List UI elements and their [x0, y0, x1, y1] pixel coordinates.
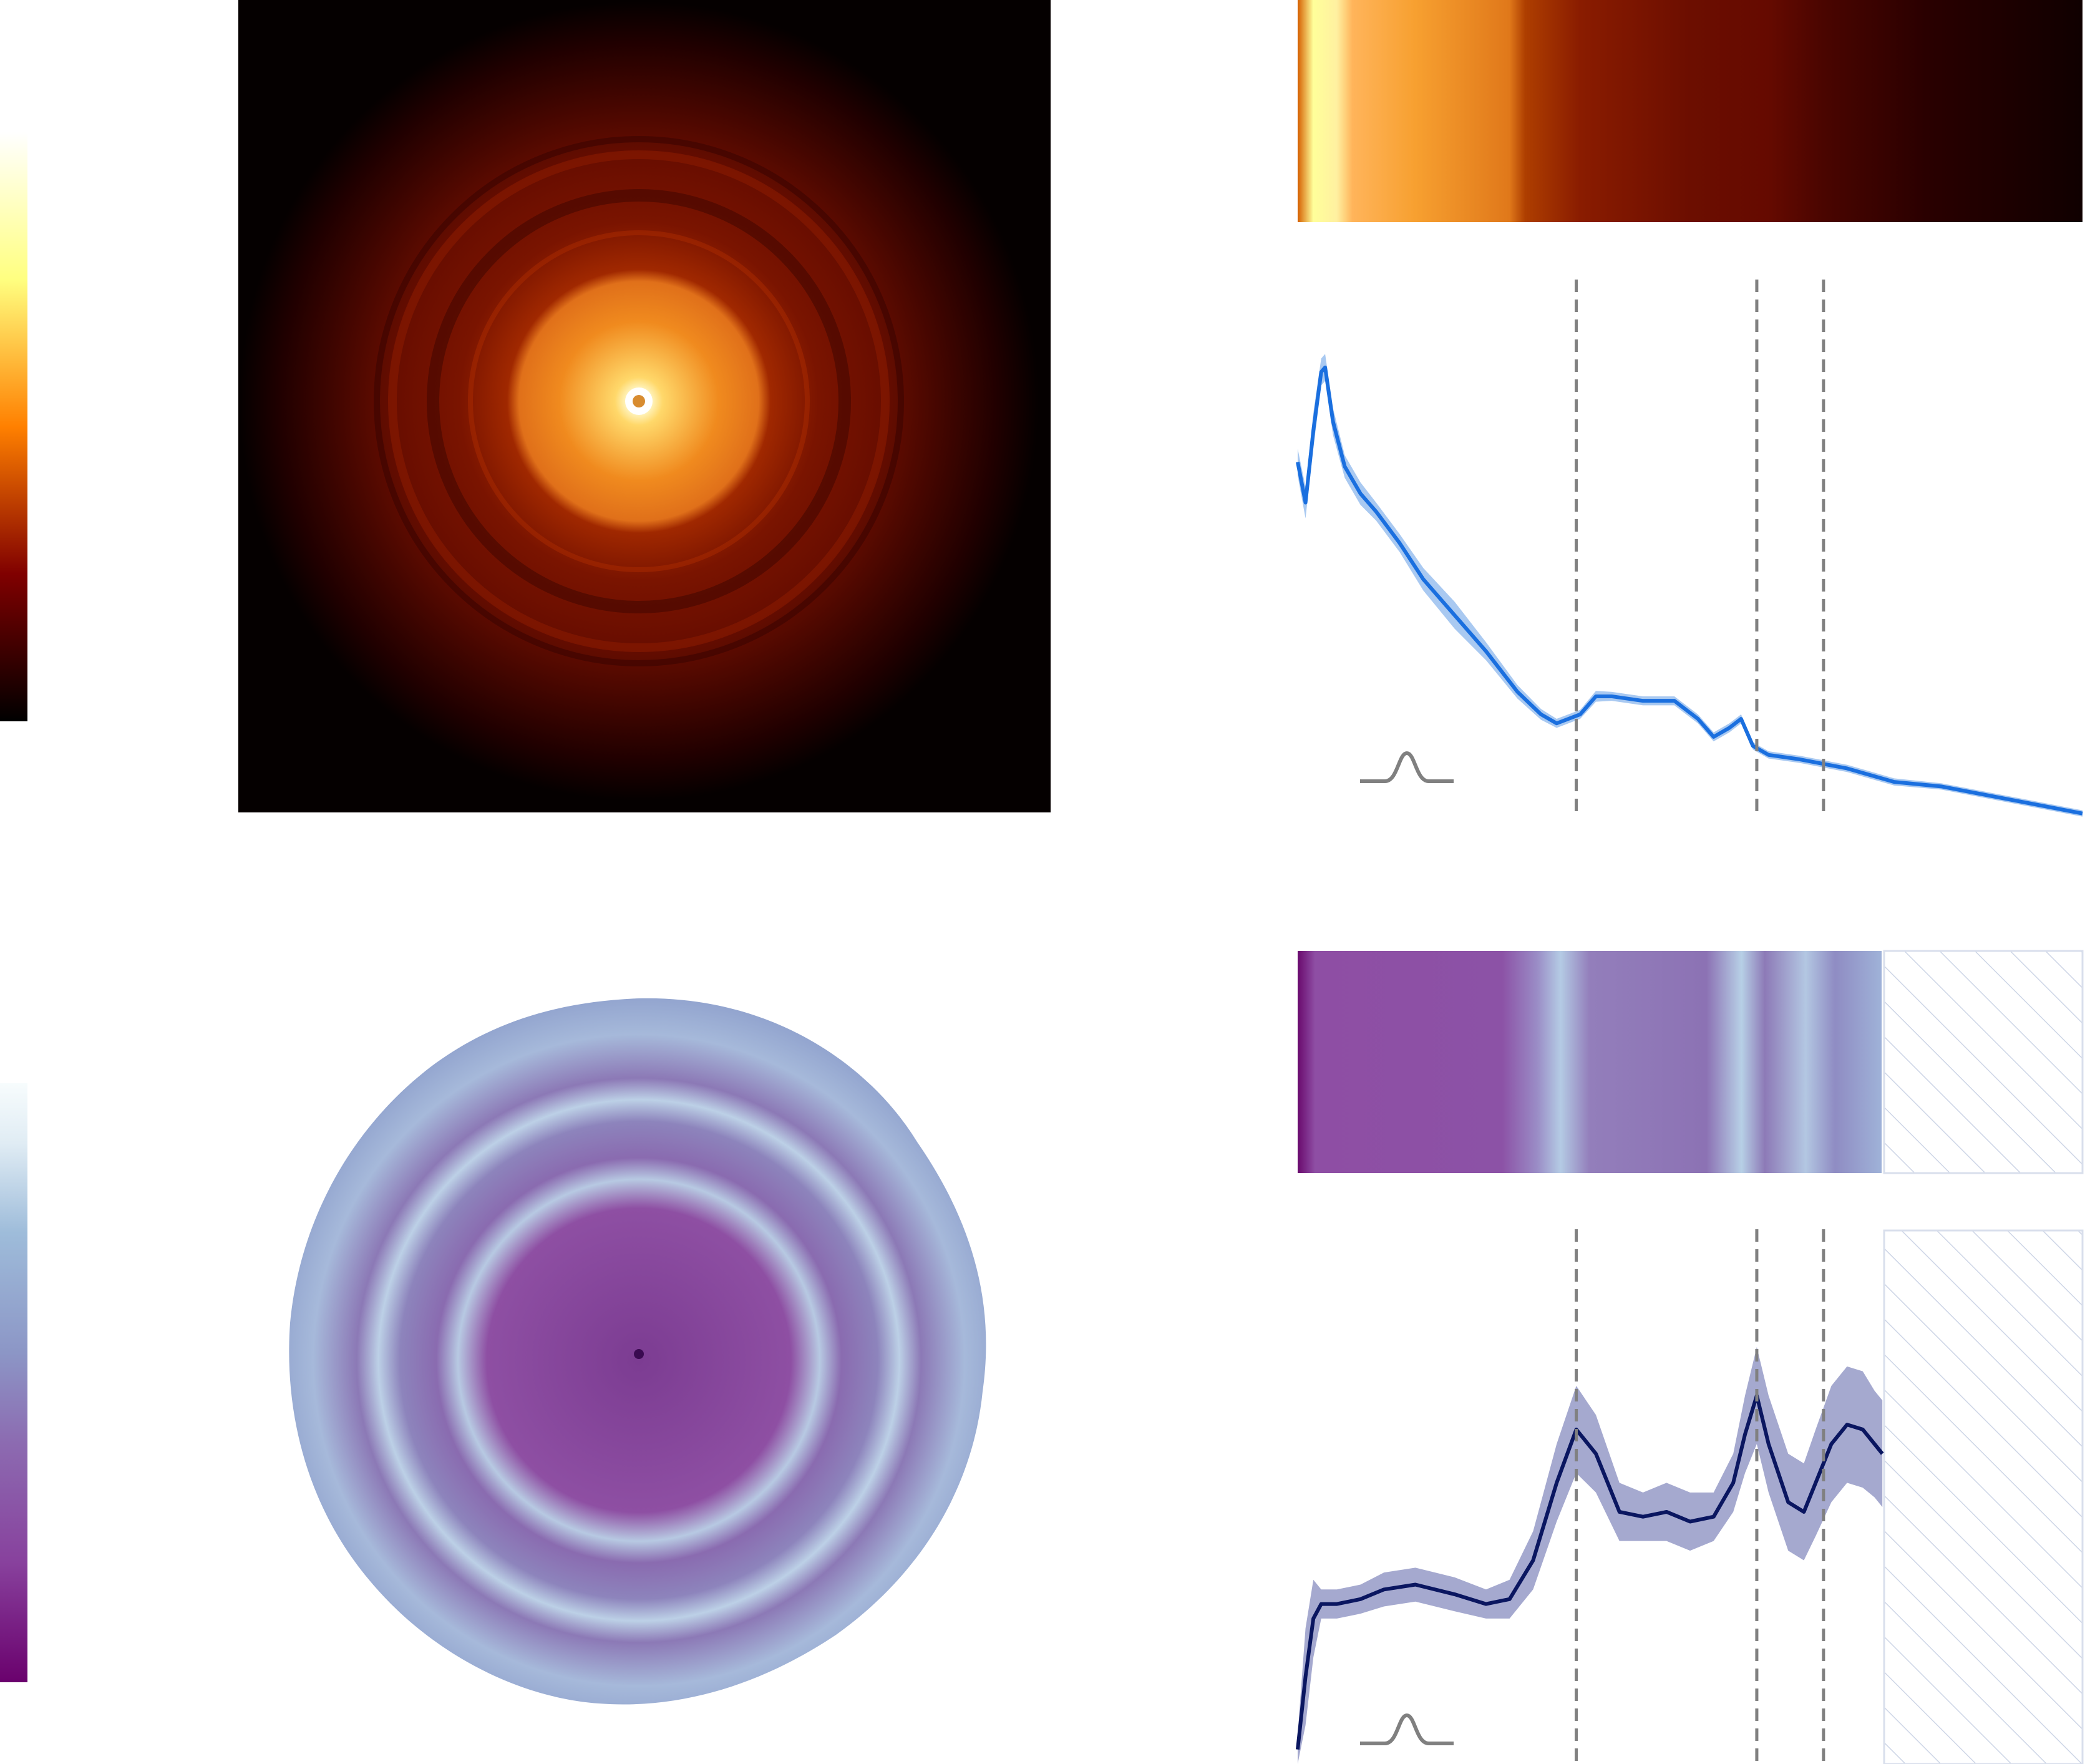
residual-profile — [1298, 1229, 2083, 1764]
colorbar-bottom — [0, 1083, 27, 1682]
hatched-region — [1884, 1230, 2083, 1764]
hatched-region — [1884, 951, 2083, 1173]
intensity-polar-map — [1298, 0, 2083, 222]
uncertainty-band — [1298, 354, 2083, 816]
colorbar-top — [0, 132, 27, 721]
beam-marker — [1360, 753, 1454, 781]
residual-map — [275, 986, 1011, 1735]
central-star — [634, 1349, 644, 1359]
uncertainty-band — [1298, 1347, 1882, 1764]
beam-marker — [1360, 1715, 1454, 1743]
intensity-map — [238, 0, 1051, 812]
intensity-profile — [1298, 280, 2083, 817]
residual-polar-map — [1298, 951, 2083, 1173]
profile-line — [1298, 368, 2083, 814]
